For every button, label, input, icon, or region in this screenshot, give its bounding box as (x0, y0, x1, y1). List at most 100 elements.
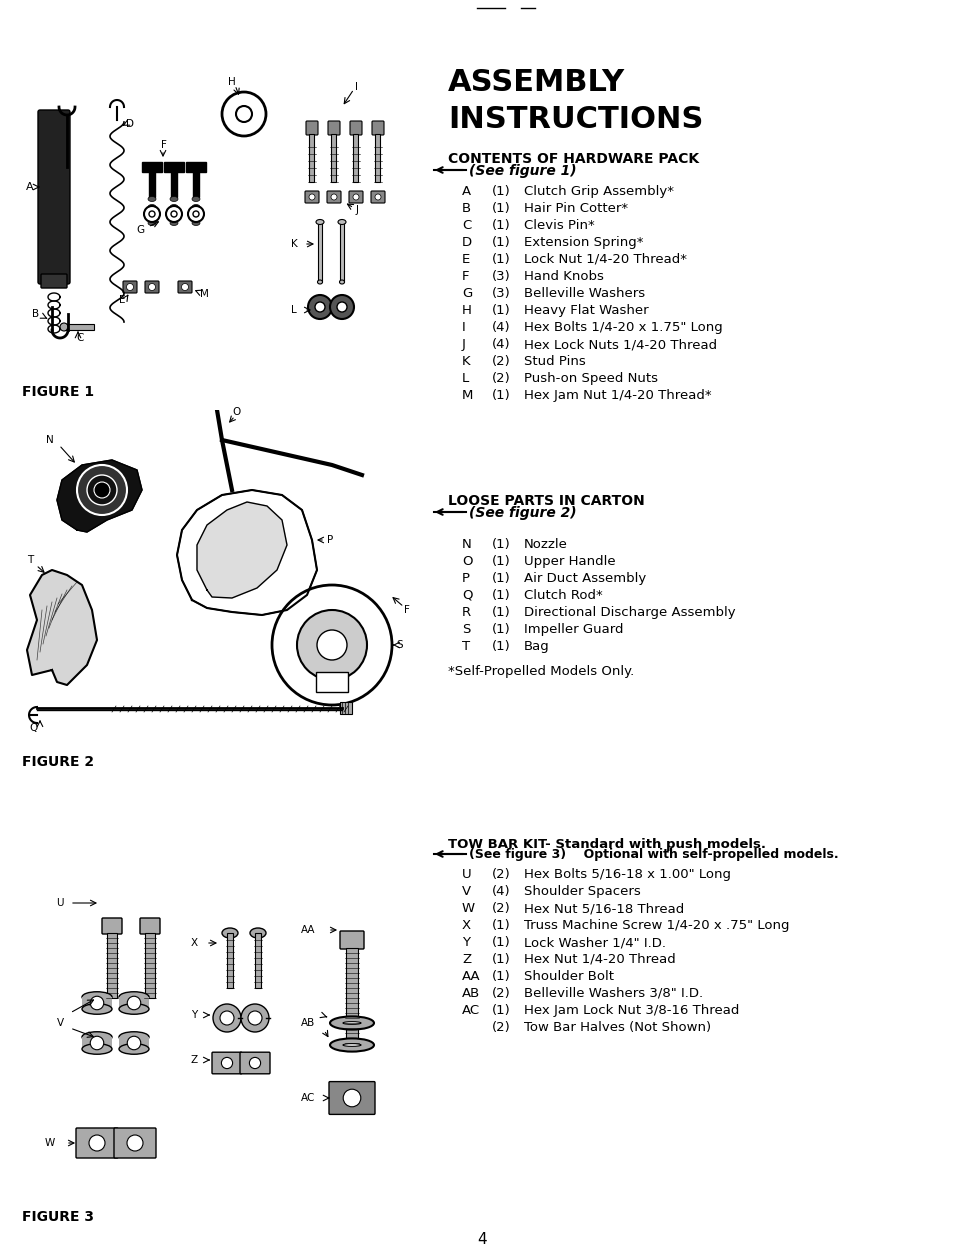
Text: Bag: Bag (523, 640, 549, 653)
Text: R: R (461, 606, 471, 619)
Text: Hex Bolts 1/4-20 x 1.75" Long: Hex Bolts 1/4-20 x 1.75" Long (523, 321, 722, 334)
Bar (119, 1037, 149, 1049)
FancyBboxPatch shape (329, 1082, 375, 1114)
Text: (1): (1) (492, 969, 510, 983)
Text: (1): (1) (492, 253, 510, 265)
Circle shape (213, 1004, 241, 1032)
Text: I: I (355, 82, 358, 92)
Text: (3): (3) (492, 287, 510, 300)
Text: B: B (461, 202, 471, 216)
FancyBboxPatch shape (41, 274, 67, 288)
Text: P: P (327, 535, 333, 545)
Ellipse shape (82, 1004, 112, 1014)
Circle shape (171, 211, 177, 217)
Text: (2): (2) (492, 868, 510, 881)
Ellipse shape (330, 1017, 374, 1029)
Text: Hex Jam Nut 1/4-20 Thread*: Hex Jam Nut 1/4-20 Thread* (523, 389, 711, 402)
Text: (1): (1) (492, 589, 510, 602)
Text: (3): (3) (492, 270, 510, 283)
Text: U: U (56, 898, 64, 908)
Text: Truss Machine Screw 1/4-20 x .75" Long: Truss Machine Screw 1/4-20 x .75" Long (523, 920, 789, 932)
Bar (145, 933, 154, 998)
Bar (193, 172, 199, 197)
Circle shape (77, 465, 127, 515)
Text: (1): (1) (492, 389, 510, 402)
Text: 4: 4 (476, 1232, 486, 1246)
Bar (346, 948, 357, 1043)
FancyBboxPatch shape (76, 1128, 118, 1158)
Ellipse shape (119, 992, 149, 1002)
FancyBboxPatch shape (349, 191, 363, 203)
Text: FIGURE 1: FIGURE 1 (22, 385, 94, 399)
Bar (149, 172, 154, 197)
Bar (186, 162, 206, 172)
Ellipse shape (60, 323, 68, 331)
Text: Directional Discharge Assembly: Directional Discharge Assembly (523, 606, 735, 619)
Text: G: G (135, 226, 144, 235)
Text: M: M (199, 289, 208, 299)
Circle shape (127, 1037, 141, 1049)
Circle shape (248, 1011, 262, 1025)
Ellipse shape (192, 204, 200, 209)
Bar (331, 135, 336, 182)
Text: Hair Pin Cotter*: Hair Pin Cotter* (523, 202, 627, 216)
Circle shape (241, 1004, 269, 1032)
Ellipse shape (119, 1004, 149, 1014)
Circle shape (330, 295, 354, 319)
Bar (82, 1037, 112, 1049)
Ellipse shape (119, 1044, 149, 1054)
Text: TOW BAR KIT- Standard with push models.: TOW BAR KIT- Standard with push models. (448, 839, 765, 851)
Text: Lock Washer 1/4" I.D.: Lock Washer 1/4" I.D. (523, 936, 665, 949)
Text: C: C (76, 333, 84, 343)
Text: I: I (461, 321, 465, 334)
Circle shape (188, 206, 204, 222)
Text: (See figure 3)    Optional with self-propelled models.: (See figure 3) Optional with self-propel… (469, 849, 838, 861)
Text: Y: Y (461, 936, 470, 949)
Text: L: L (461, 373, 469, 385)
Circle shape (309, 194, 314, 201)
Circle shape (222, 92, 266, 136)
Polygon shape (57, 460, 142, 532)
Text: X: X (461, 920, 471, 932)
Text: F: F (461, 270, 469, 283)
Text: K: K (461, 355, 470, 368)
FancyBboxPatch shape (372, 121, 384, 135)
Text: (2): (2) (492, 987, 510, 1001)
Bar (315, 672, 348, 692)
Text: (4): (4) (492, 885, 510, 898)
Ellipse shape (148, 213, 156, 218)
Text: X: X (191, 938, 197, 948)
Text: F: F (161, 140, 167, 150)
Circle shape (89, 1135, 105, 1151)
Text: AB: AB (300, 1018, 314, 1028)
Circle shape (91, 1037, 104, 1049)
Text: Nozzle: Nozzle (523, 538, 567, 551)
Ellipse shape (82, 992, 112, 1002)
Circle shape (308, 295, 332, 319)
Text: (See figure 2): (See figure 2) (469, 506, 576, 520)
Circle shape (353, 194, 358, 201)
Text: E: E (118, 295, 125, 305)
Text: H: H (461, 304, 472, 316)
Text: J: J (355, 206, 358, 216)
Bar (82, 997, 112, 1009)
Bar (107, 933, 117, 998)
Text: W: W (45, 1138, 55, 1148)
Text: K: K (291, 239, 297, 249)
Bar (171, 172, 177, 197)
Circle shape (316, 630, 347, 660)
Text: (2): (2) (492, 902, 510, 915)
Ellipse shape (315, 219, 324, 224)
Text: O: O (233, 407, 241, 417)
Text: Air Duct Assembly: Air Duct Assembly (523, 572, 645, 586)
Text: V: V (461, 885, 471, 898)
Circle shape (127, 997, 141, 1009)
Circle shape (144, 206, 160, 222)
Text: *Self-Propelled Models Only.: *Self-Propelled Models Only. (448, 665, 634, 678)
Text: V: V (56, 1018, 64, 1028)
Text: W: W (461, 902, 475, 915)
Ellipse shape (170, 197, 178, 202)
Circle shape (91, 997, 104, 1009)
Text: INSTRUCTIONS: INSTRUCTIONS (448, 105, 702, 135)
FancyBboxPatch shape (140, 918, 160, 934)
